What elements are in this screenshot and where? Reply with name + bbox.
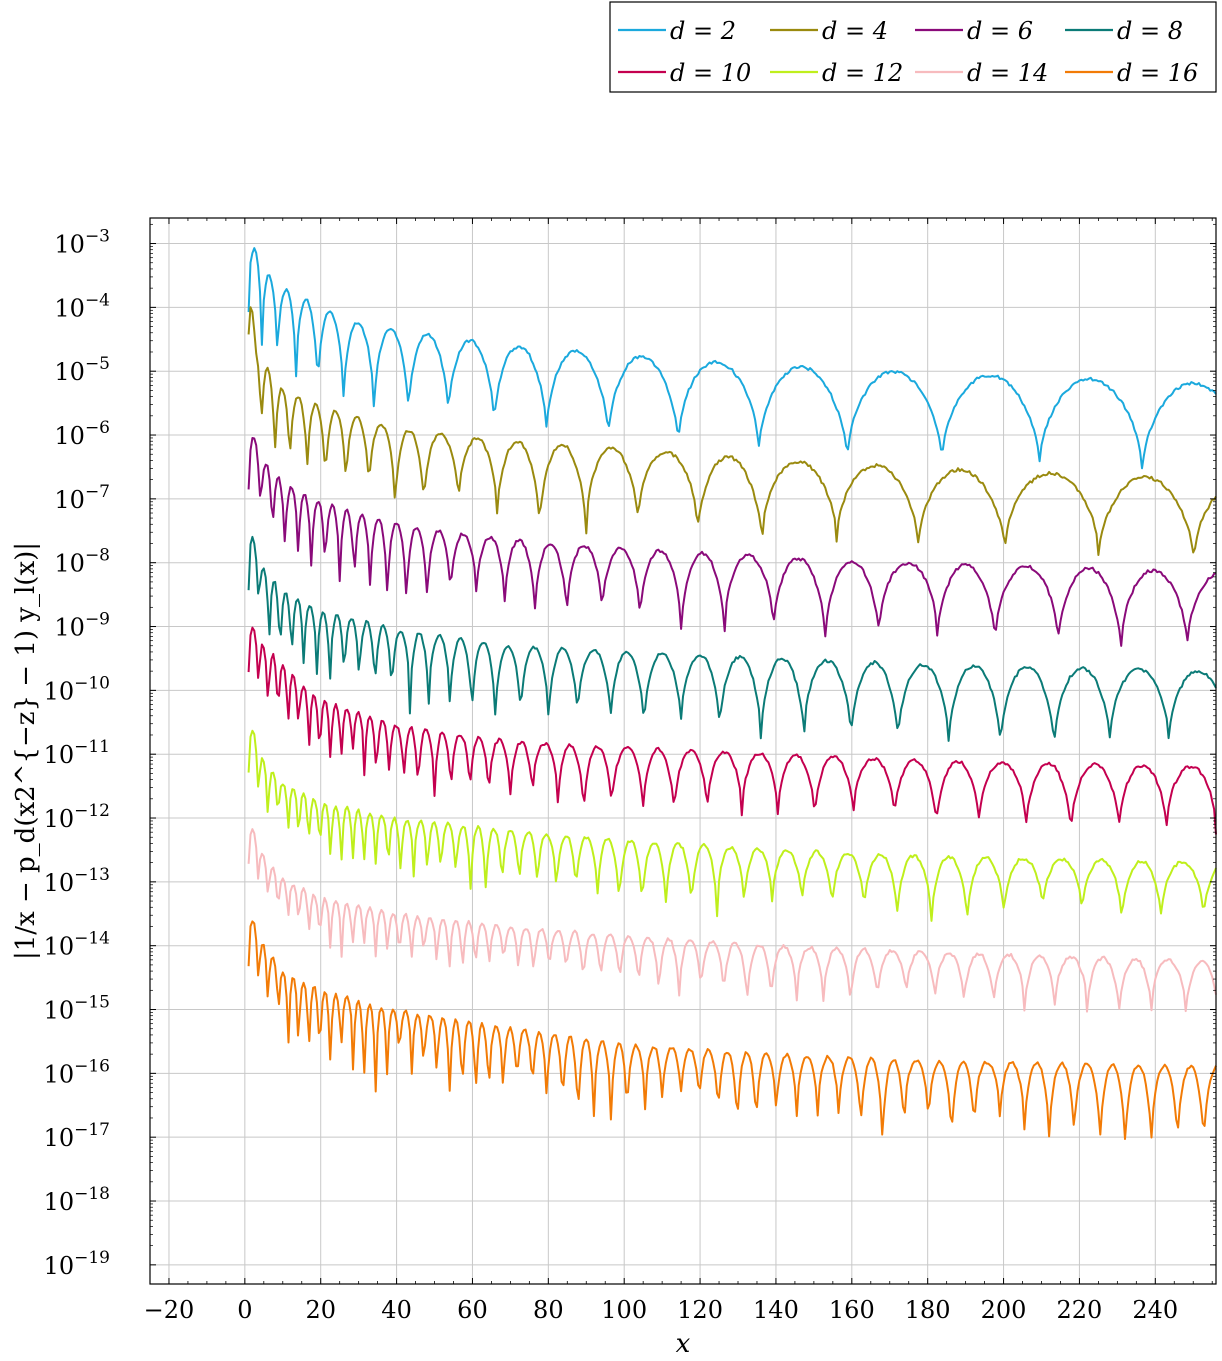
x-tick-label: −20	[144, 1296, 195, 1324]
y-tick-exponent: −16	[74, 1056, 110, 1076]
y-tick-exponent: −19	[74, 1248, 110, 1268]
series-line-d10	[247, 626, 1217, 835]
y-tick-mantissa: 10	[44, 869, 75, 897]
y-tick-mantissa: 10	[54, 358, 85, 386]
legend-label: d = 6	[967, 17, 1033, 45]
y-tick-exponent: −18	[74, 1184, 110, 1204]
y-tick-exponent: −12	[74, 801, 110, 821]
legend-label: d = 12	[822, 59, 903, 87]
legend-entry: d = 6	[915, 17, 1033, 45]
y-tick-exponent: −13	[74, 865, 110, 885]
legend-entry: d = 10	[618, 59, 751, 87]
y-tick-label: 10−6	[54, 418, 110, 450]
legend-entry: d = 12	[770, 59, 903, 87]
y-tick-label: 10−13	[44, 865, 110, 897]
y-tick-exponent: −6	[85, 418, 110, 438]
y-tick-label: 10−4	[54, 290, 110, 322]
ticks: −20 0 20 40 60 80 100 120 140 160 180 200 220 24010−3…	[44, 218, 1216, 1324]
y-tick-mantissa: 10	[54, 422, 85, 450]
x-tick-label: 240	[1132, 1296, 1178, 1324]
y-tick-mantissa: 10	[54, 294, 85, 322]
x-tick-label: 140	[753, 1296, 799, 1324]
x-axis-label: x	[676, 1329, 691, 1359]
y-tick-exponent: −5	[85, 354, 110, 374]
y-tick-label: 10−8	[54, 546, 110, 578]
y-tick-label: 10−5	[54, 354, 110, 386]
y-tick-label: 10−17	[44, 1120, 110, 1152]
y-tick-mantissa: 10	[44, 677, 75, 705]
y-tick-mantissa: 10	[54, 550, 85, 578]
x-tick-label: 120	[677, 1296, 723, 1324]
y-tick-label: 10−11	[44, 737, 110, 769]
y-tick-label: 10−16	[44, 1056, 110, 1088]
legend-entry: d = 16	[1065, 59, 1198, 87]
legend: d = 2 d = 4 d = 6 d = 8 d = 10 d = 12 d = 14 d …	[609, 1, 1217, 93]
x-tick-label: 200	[981, 1296, 1027, 1324]
legend-entry: d = 4	[770, 17, 888, 45]
legend-label: d = 10	[670, 59, 751, 87]
x-tick-label: 220	[1057, 1296, 1103, 1324]
y-tick-exponent: −10	[74, 673, 110, 693]
y-tick-mantissa: 10	[44, 805, 75, 833]
series-line-d12	[247, 729, 1217, 922]
y-tick-label: 10−3	[54, 227, 110, 259]
series-line-d4	[247, 306, 1217, 556]
y-tick-mantissa: 10	[44, 1124, 75, 1152]
y-tick-label: 10−9	[54, 610, 110, 642]
y-tick-exponent: −14	[74, 929, 110, 949]
y-tick-mantissa: 10	[44, 933, 75, 961]
y-axis-label: |1/x − p_d(x2^{−z} − 1) y_l(x)|	[11, 542, 41, 960]
y-tick-mantissa: 10	[54, 614, 85, 642]
legend-label: d = 4	[822, 17, 888, 45]
plot-frame	[149, 217, 1217, 1285]
legend-entry: d = 2	[618, 17, 736, 45]
y-tick-label: 10−10	[44, 673, 110, 705]
y-tick-exponent: −11	[74, 737, 110, 757]
y-tick-exponent: −17	[74, 1120, 110, 1140]
y-tick-label: 10−15	[44, 993, 110, 1025]
series-line-d2	[247, 247, 1217, 470]
x-tick-label: 80	[533, 1296, 564, 1324]
x-tick-label: 160	[829, 1296, 875, 1324]
series-layer	[247, 247, 1217, 1140]
y-tick-exponent: −7	[85, 482, 110, 502]
y-tick-exponent: −15	[74, 993, 110, 1013]
x-tick-label: 100	[601, 1296, 647, 1324]
x-tick-label: 0	[237, 1296, 252, 1324]
legend-label: d = 14	[967, 59, 1048, 87]
y-tick-label: 10−18	[44, 1184, 110, 1216]
legend-box	[609, 1, 1217, 93]
series-line-d14	[247, 828, 1217, 1013]
legend-entry: d = 8	[1065, 17, 1183, 45]
legend-label: d = 16	[1117, 59, 1198, 87]
legend-label: d = 2	[670, 17, 736, 45]
series-line-d8	[247, 535, 1217, 742]
y-tick-exponent: −9	[85, 610, 110, 630]
y-tick-mantissa: 10	[44, 741, 75, 769]
y-tick-mantissa: 10	[54, 231, 85, 259]
grid	[150, 218, 1216, 1284]
y-tick-label: 10−14	[44, 929, 110, 961]
y-tick-exponent: −8	[85, 546, 110, 566]
y-tick-label: 10−19	[44, 1248, 110, 1280]
y-tick-mantissa: 10	[44, 1252, 75, 1280]
y-tick-exponent: −4	[85, 290, 110, 310]
y-tick-mantissa: 10	[44, 1060, 75, 1088]
x-tick-label: 20	[305, 1296, 336, 1324]
series-line-d6	[247, 437, 1217, 647]
y-tick-label: 10−12	[44, 801, 110, 833]
y-tick-label: 10−7	[54, 482, 110, 514]
y-tick-mantissa: 10	[44, 997, 75, 1025]
y-tick-mantissa: 10	[54, 486, 85, 514]
x-tick-label: 60	[457, 1296, 488, 1324]
x-tick-label: 40	[381, 1296, 412, 1324]
series-line-d16	[247, 920, 1217, 1140]
y-tick-exponent: −3	[85, 227, 110, 247]
legend-label: d = 8	[1117, 17, 1183, 45]
y-tick-mantissa: 10	[44, 1188, 75, 1216]
legend-entry: d = 14	[915, 59, 1048, 87]
x-tick-label: 180	[905, 1296, 951, 1324]
